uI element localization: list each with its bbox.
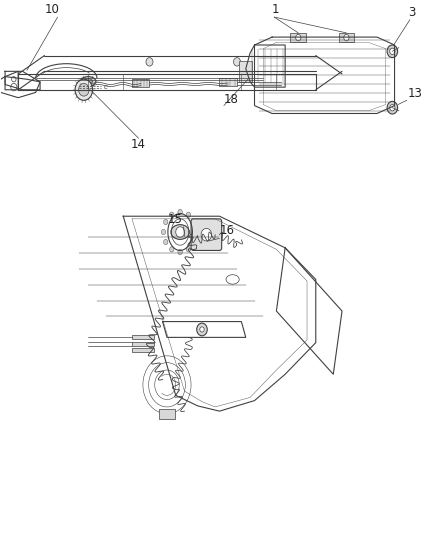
Circle shape <box>186 212 190 217</box>
Circle shape <box>192 239 196 245</box>
Circle shape <box>194 229 198 235</box>
FancyBboxPatch shape <box>132 342 153 346</box>
Circle shape <box>11 84 17 91</box>
Circle shape <box>175 227 184 237</box>
Circle shape <box>343 35 348 41</box>
Circle shape <box>177 209 182 215</box>
FancyBboxPatch shape <box>132 79 149 87</box>
Circle shape <box>12 77 16 82</box>
Circle shape <box>196 323 207 336</box>
Circle shape <box>169 212 173 217</box>
Circle shape <box>75 79 92 100</box>
Circle shape <box>386 45 397 58</box>
Circle shape <box>389 48 394 54</box>
Circle shape <box>186 247 190 252</box>
FancyBboxPatch shape <box>159 408 174 419</box>
Circle shape <box>386 101 397 114</box>
Circle shape <box>295 35 300 41</box>
FancyBboxPatch shape <box>219 78 237 86</box>
Text: 14: 14 <box>131 138 146 151</box>
Circle shape <box>233 58 240 66</box>
Text: 1: 1 <box>272 3 279 16</box>
FancyBboxPatch shape <box>239 61 252 82</box>
FancyBboxPatch shape <box>338 33 353 42</box>
Circle shape <box>177 249 182 255</box>
Text: 13: 13 <box>407 87 422 100</box>
FancyBboxPatch shape <box>290 33 305 42</box>
Circle shape <box>163 220 167 224</box>
Text: 15: 15 <box>167 213 182 225</box>
FancyBboxPatch shape <box>132 348 153 352</box>
Text: 10: 10 <box>44 3 59 16</box>
Ellipse shape <box>81 77 95 86</box>
Circle shape <box>78 84 89 96</box>
Circle shape <box>201 228 211 241</box>
Text: 3: 3 <box>407 6 414 19</box>
Circle shape <box>389 104 394 111</box>
FancyBboxPatch shape <box>191 219 221 251</box>
Circle shape <box>163 239 167 245</box>
Text: c: c <box>103 84 107 90</box>
Circle shape <box>192 220 196 224</box>
Circle shape <box>199 327 204 332</box>
Ellipse shape <box>84 79 92 84</box>
Ellipse shape <box>226 274 239 284</box>
FancyBboxPatch shape <box>132 335 153 340</box>
Text: 16: 16 <box>219 224 234 237</box>
Text: 18: 18 <box>223 93 238 106</box>
Circle shape <box>161 229 165 235</box>
Ellipse shape <box>170 224 189 239</box>
Circle shape <box>169 247 173 252</box>
Circle shape <box>146 58 152 66</box>
